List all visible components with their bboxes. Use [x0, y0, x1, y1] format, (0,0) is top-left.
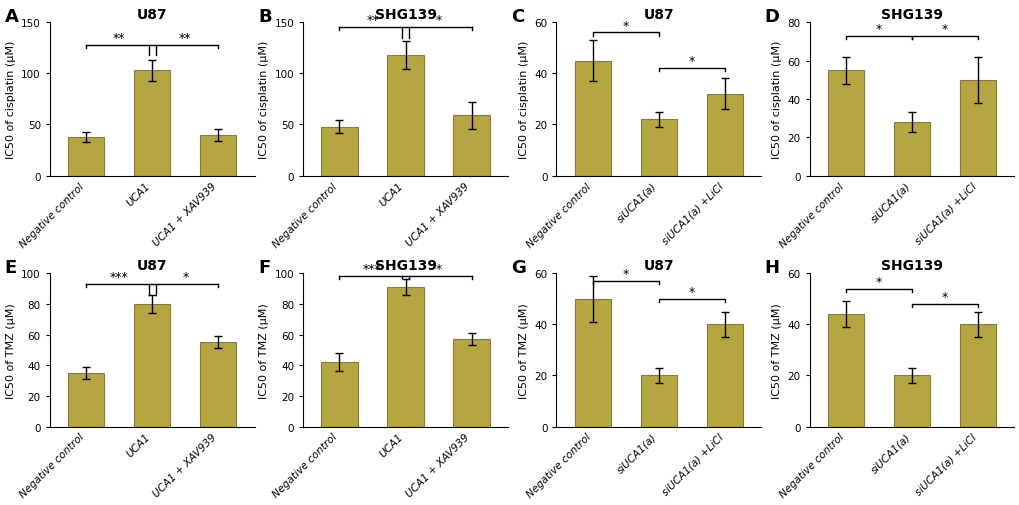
- Text: G: G: [511, 259, 526, 276]
- Bar: [827, 71, 863, 176]
- Bar: [200, 342, 236, 427]
- Text: E: E: [5, 259, 17, 276]
- Text: *: *: [688, 285, 694, 298]
- Text: D: D: [764, 8, 779, 26]
- Text: *: *: [435, 15, 441, 27]
- Title: U87: U87: [643, 259, 674, 273]
- Title: U87: U87: [137, 8, 167, 22]
- Text: F: F: [258, 259, 270, 276]
- Bar: [133, 304, 170, 427]
- Bar: [706, 94, 742, 176]
- Text: *: *: [622, 268, 629, 280]
- Bar: [574, 62, 610, 176]
- Y-axis label: IC50 of TMZ (μM): IC50 of TMZ (μM): [771, 302, 782, 398]
- Text: H: H: [764, 259, 779, 276]
- Y-axis label: IC50 of cisplatin (μM): IC50 of cisplatin (μM): [519, 41, 528, 159]
- Text: *: *: [622, 20, 629, 32]
- Title: SHG139: SHG139: [374, 8, 436, 22]
- Text: ***: ***: [110, 271, 128, 283]
- Y-axis label: IC50 of cisplatin (μM): IC50 of cisplatin (μM): [5, 41, 15, 159]
- Title: SHG139: SHG139: [880, 259, 943, 273]
- Bar: [640, 376, 677, 427]
- Y-axis label: IC50 of cisplatin (μM): IC50 of cisplatin (μM): [259, 41, 269, 159]
- Text: **: **: [366, 15, 378, 27]
- Text: *: *: [941, 290, 948, 304]
- Bar: [68, 373, 104, 427]
- Bar: [827, 315, 863, 427]
- Text: *: *: [435, 263, 441, 276]
- Bar: [321, 363, 358, 427]
- Title: SHG139: SHG139: [374, 259, 436, 273]
- Y-axis label: IC50 of TMZ (μM): IC50 of TMZ (μM): [519, 302, 528, 398]
- Bar: [133, 71, 170, 176]
- Y-axis label: IC50 of TMZ (μM): IC50 of TMZ (μM): [259, 302, 269, 398]
- Y-axis label: IC50 of TMZ (μM): IC50 of TMZ (μM): [6, 302, 15, 398]
- Bar: [453, 339, 489, 427]
- Bar: [574, 299, 610, 427]
- Text: C: C: [511, 8, 524, 26]
- Bar: [959, 81, 996, 176]
- Bar: [387, 287, 423, 427]
- Bar: [893, 376, 929, 427]
- Title: U87: U87: [137, 259, 167, 273]
- Text: A: A: [5, 8, 18, 26]
- Bar: [387, 56, 423, 176]
- Title: U87: U87: [643, 8, 674, 22]
- Text: *: *: [688, 55, 694, 68]
- Bar: [893, 123, 929, 176]
- Text: ***: ***: [363, 263, 381, 276]
- Bar: [959, 325, 996, 427]
- Bar: [200, 135, 236, 176]
- Text: *: *: [941, 23, 948, 36]
- Bar: [68, 137, 104, 176]
- Title: SHG139: SHG139: [880, 8, 943, 22]
- Bar: [640, 120, 677, 176]
- Text: **: **: [113, 32, 125, 45]
- Text: B: B: [258, 8, 271, 26]
- Bar: [321, 127, 358, 176]
- Text: *: *: [875, 23, 881, 36]
- Bar: [706, 325, 742, 427]
- Bar: [453, 116, 489, 176]
- Text: **: **: [179, 32, 192, 45]
- Y-axis label: IC50 of cisplatin (μM): IC50 of cisplatin (μM): [771, 41, 782, 159]
- Text: *: *: [182, 271, 189, 283]
- Text: *: *: [875, 275, 881, 288]
